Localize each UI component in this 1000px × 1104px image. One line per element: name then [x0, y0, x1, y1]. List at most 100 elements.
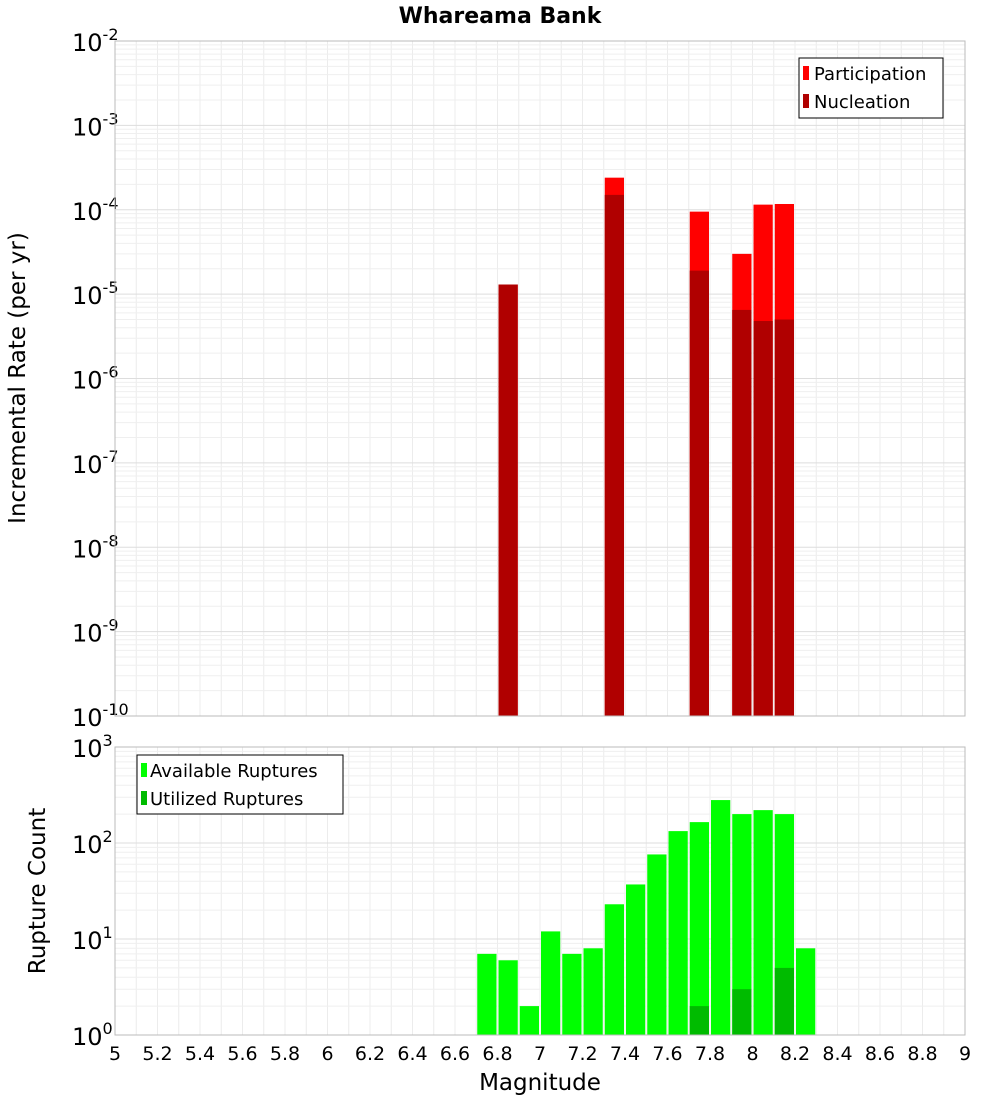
top-y-tick-label: 10-9: [72, 616, 119, 648]
legend-label-utilized: Utilized Ruptures: [150, 789, 303, 810]
top-y-tick-label: 10-7: [72, 447, 119, 479]
y-tick-base: 10: [72, 1023, 103, 1051]
bottom-bar-available-ruptures: [562, 953, 582, 1035]
y-tick-base: 10: [72, 735, 103, 763]
bottom-y-tick-label: 103: [72, 731, 113, 763]
bottom-plot-frame: [114, 746, 966, 1036]
top-bar-nucleation: [689, 270, 709, 716]
bottom-bar-utilized-ruptures: [689, 1006, 709, 1035]
top-bar-nucleation: [753, 321, 773, 716]
bottom-bar-utilized-ruptures: [732, 989, 752, 1035]
x-tick-label: 5.4: [185, 1043, 215, 1065]
x-tick-label: 5.2: [142, 1043, 172, 1065]
bottom-bar-available-ruptures: [583, 948, 603, 1035]
bottom-bar-available-ruptures: [796, 948, 816, 1035]
y-tick-exponent: -2: [103, 25, 119, 44]
y-tick-base: 10: [72, 927, 103, 955]
top-y-tick-label: 10-8: [72, 531, 119, 563]
bottom-bar-available-ruptures: [689, 822, 709, 1035]
bottom-bar-available-ruptures: [647, 854, 667, 1035]
y-tick-base: 10: [72, 451, 103, 479]
legend-label-participation: Participation: [814, 64, 926, 85]
bottom-bar-available-ruptures: [477, 953, 497, 1035]
bottom-y-axis-label: Rupture Count: [25, 808, 51, 974]
bottom-bar-available-ruptures: [668, 831, 688, 1035]
x-tick-label: 6: [321, 1043, 333, 1065]
bottom-legend-box: [136, 754, 344, 815]
y-tick-exponent: 0: [103, 1019, 113, 1038]
y-tick-base: 10: [72, 704, 103, 732]
bottom-bar-available-ruptures: [711, 800, 731, 1035]
y-tick-base: 10: [72, 367, 103, 395]
x-tick-label: 7: [534, 1043, 546, 1065]
bottom-bar-available-ruptures: [541, 931, 561, 1035]
x-tick-label: 6.4: [397, 1043, 427, 1065]
top-plot-frame: [114, 40, 966, 717]
bottom-bar-utilized-ruptures: [774, 967, 794, 1035]
x-tick-label: 8.8: [907, 1043, 937, 1065]
x-tick-label: 5: [109, 1043, 121, 1065]
legend-swatch-available: [141, 763, 147, 777]
top-grid: [114, 41, 966, 717]
x-tick-label: 5.8: [270, 1043, 300, 1065]
x-tick-label: 7.2: [567, 1043, 597, 1065]
top-bar-nucleation: [774, 319, 794, 716]
top-bars: [498, 177, 794, 717]
bottom-bar-available-ruptures: [626, 884, 646, 1035]
bottom-bar-available-ruptures: [604, 904, 624, 1035]
x-tick-label: 5.6: [227, 1043, 257, 1065]
x-tick-label: 8.2: [780, 1043, 810, 1065]
x-tick-label: 7.4: [610, 1043, 640, 1065]
bottom-legend: Available Ruptures Utilized Ruptures: [136, 754, 344, 815]
x-tick-label: 6.6: [440, 1043, 470, 1065]
y-tick-exponent: -8: [103, 531, 119, 550]
bottom-bar-available-ruptures: [732, 814, 752, 1035]
y-tick-base: 10: [72, 198, 103, 226]
chart-title: Whareama Bank: [399, 4, 603, 29]
y-tick-base: 10: [72, 831, 103, 859]
y-tick-base: 10: [72, 620, 103, 648]
y-tick-exponent: -6: [103, 363, 119, 382]
x-tick-label: 8: [746, 1043, 758, 1065]
top-legend: Participation Nucleation: [798, 57, 944, 119]
top-legend-box: [798, 57, 944, 119]
legend-swatch-utilized: [141, 791, 147, 805]
y-tick-exponent: -5: [103, 278, 119, 297]
x-tick-label: 8.4: [822, 1043, 852, 1065]
y-tick-exponent: -9: [103, 616, 119, 635]
x-tick-label: 7.6: [652, 1043, 682, 1065]
bottom-bar-available-ruptures: [753, 810, 773, 1035]
y-tick-exponent: -10: [103, 700, 129, 719]
y-tick-base: 10: [72, 282, 103, 310]
y-tick-exponent: 3: [103, 731, 113, 750]
y-tick-base: 10: [72, 29, 103, 57]
top-y-tick-label: 10-4: [72, 194, 119, 226]
legend-swatch-nucleation: [803, 94, 809, 108]
x-ticks: 5 5.2 5.4 5.6 5.8 6 6.2 6.4 6.6 6.8 7 7.2 7.4 7.6 7.8 8…: [109, 1043, 971, 1065]
x-tick-label: 7.8: [695, 1043, 725, 1065]
top-y-tick-label: 10-3: [72, 109, 119, 141]
top-y-tick-label: 10-5: [72, 278, 119, 310]
top-y-axis-label: Incremental Rate (per yr): [5, 232, 31, 524]
y-tick-exponent: -3: [103, 109, 119, 128]
top-bar-nucleation: [732, 309, 752, 716]
x-tick-label: 8.6: [865, 1043, 895, 1065]
y-tick-base: 10: [72, 113, 103, 141]
bottom-y-tick-label: 102: [72, 827, 113, 859]
top-bar-nucleation: [498, 284, 518, 716]
y-tick-exponent: -7: [103, 447, 119, 466]
legend-label-available: Available Ruptures: [150, 761, 318, 782]
top-bar-nucleation: [604, 194, 624, 716]
y-tick-exponent: 1: [103, 923, 113, 942]
bottom-y-tick-label: 100: [72, 1019, 113, 1051]
y-tick-exponent: -4: [103, 194, 119, 213]
bottom-bar-available-ruptures: [519, 1006, 539, 1035]
top-y-tick-label: 10-10: [72, 700, 129, 732]
x-tick-label: 6.2: [355, 1043, 385, 1065]
legend-swatch-participation: [803, 66, 809, 80]
